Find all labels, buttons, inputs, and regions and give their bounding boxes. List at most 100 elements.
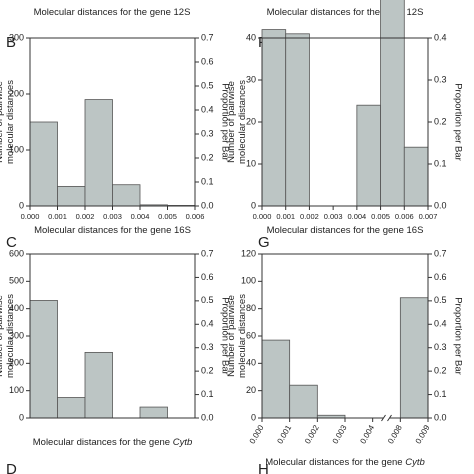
y2-tick-label: 0.1 — [201, 176, 214, 186]
y2-tick-label: 0.3 — [434, 342, 447, 352]
y-axis-label: Number of pairwisemolecular distances — [226, 294, 248, 378]
gene-name: 16S — [407, 225, 424, 236]
x-tick-label: 0.001 — [275, 423, 293, 445]
y-axis-label-line: Number of pairwise — [226, 295, 237, 377]
y-tick-label: 60 — [246, 330, 256, 340]
y-tick-label: 40 — [246, 358, 256, 368]
y2-tick-label: 0.5 — [434, 295, 447, 305]
y2-axis-label: Proportion per Bar — [452, 297, 463, 375]
y-axis-label-line: Number of pairwise — [0, 295, 5, 377]
x-tick-label: 0.003 — [324, 212, 343, 221]
y-tick-label: 100 — [241, 276, 256, 286]
x-axis-label-text: Molecular distances for the gene — [265, 457, 402, 468]
axis-break-mark — [381, 414, 386, 422]
x-tick-label: 0.004 — [131, 212, 150, 221]
histogram-bar — [139, 406, 168, 419]
y-axis-label: Number of pairwisemolecular distances — [226, 80, 248, 164]
y2-tick-label: 0.0 — [201, 200, 214, 210]
x-axis-label-text: Molecular distances for the gene — [34, 7, 171, 18]
y-tick-label: 200 — [9, 88, 24, 98]
x-tick-label: 0.001 — [276, 212, 295, 221]
y-tick-label: 300 — [9, 32, 24, 42]
y2-axis-label: Proportion per Bar — [452, 83, 463, 161]
y2-tick-label: 0.2 — [434, 366, 447, 376]
x-axis-label-text: Molecular distances for the gene — [267, 225, 404, 236]
y2-tick-label: 0.5 — [201, 80, 214, 90]
histogram-bar — [29, 300, 58, 419]
x-axis-label: Molecular distances for the gene Cytb — [265, 457, 425, 468]
panel-letter: G — [258, 234, 270, 251]
histogram-bar — [84, 351, 113, 419]
histogram-bar — [84, 99, 113, 207]
gene-name: 12S — [407, 7, 424, 18]
y2-tick-label: 0.1 — [434, 158, 447, 168]
x-tick-label: 0.004 — [358, 423, 376, 445]
y-axis-label-line: molecular distances — [237, 80, 248, 164]
panel-letter: H — [258, 461, 269, 474]
x-tick-label: 0.002 — [303, 423, 321, 445]
x-tick-label: 0.000 — [21, 212, 40, 221]
y2-tick-label: 0.2 — [434, 116, 447, 126]
y2-tick-label: 0.6 — [201, 56, 214, 66]
y2-tick-label: 0.6 — [201, 272, 214, 282]
y-tick-label: 30 — [246, 74, 256, 84]
x-axis-label: Molecular distances for the gene 12S — [34, 7, 191, 18]
y2-tick-label: 0.4 — [434, 32, 447, 42]
y2-tick-label: 0.3 — [201, 128, 214, 138]
y-tick-label: 100 — [9, 385, 24, 395]
histogram-bar — [403, 146, 429, 207]
y2-tick-label: 0.7 — [201, 32, 214, 42]
y-axis-label-line: Number of pairwise — [226, 81, 237, 163]
x-axis-label: Molecular distances for the gene 12S — [267, 7, 424, 18]
x-tick-label: 0.003 — [331, 423, 349, 445]
histogram-bar — [380, 0, 405, 207]
y2-tick-label: 0.2 — [201, 152, 214, 162]
x-tick-label: 0.005 — [158, 212, 177, 221]
y-tick-label: 0 — [251, 412, 256, 422]
y-tick-label: 0 — [251, 200, 256, 210]
gene-name: 16S — [174, 225, 191, 236]
axis-break-mark — [387, 414, 392, 422]
panel-letter: B — [6, 34, 16, 51]
y-tick-label: 120 — [241, 248, 256, 258]
y-axis-label-line: Number of pairwise — [0, 81, 5, 163]
y-tick-label: 300 — [9, 330, 24, 340]
y2-tick-label: 0.7 — [434, 248, 447, 258]
x-axis-label: Molecular distances for the gene 16S — [34, 225, 191, 236]
x-axis-label-text: Molecular distances for the gene — [34, 225, 171, 236]
x-axis-label-text: Molecular distances for the gene — [267, 7, 404, 18]
gene-name: Cytb — [405, 457, 425, 468]
histogram-bar — [285, 33, 310, 207]
y-axis-label-line: molecular distances — [5, 294, 16, 378]
x-axis-label-text: Molecular distances for the gene — [33, 437, 170, 448]
histogram-bar — [112, 184, 141, 207]
y2-tick-label: 0.1 — [434, 389, 447, 399]
y-tick-label: 10 — [246, 158, 256, 168]
y-tick-label: 100 — [9, 144, 24, 154]
y-tick-label: 500 — [9, 276, 24, 286]
x-tick-label: 0.005 — [371, 212, 390, 221]
x-tick-label: 0.008 — [386, 423, 404, 445]
y-tick-label: 200 — [9, 358, 24, 368]
panel-letter: C — [6, 234, 17, 251]
y-tick-label: 80 — [246, 303, 256, 313]
y-axis-label: Number of pairwisemolecular distances — [0, 80, 16, 164]
y2-axis-label: Proportion per Bar — [219, 83, 230, 161]
histogram-bar — [57, 397, 86, 419]
y2-tick-label: 0.6 — [434, 272, 447, 282]
x-tick-label: 0.006 — [186, 212, 205, 221]
x-tick-label: 0.001 — [48, 212, 67, 221]
y2-tick-label: 0.4 — [201, 104, 214, 114]
x-tick-label: 0.009 — [414, 423, 432, 445]
x-tick-label: 0.000 — [248, 423, 266, 445]
y2-tick-label: 0.7 — [201, 248, 214, 258]
y2-tick-label: 0.3 — [201, 342, 214, 352]
x-tick-label: 0.006 — [395, 212, 414, 221]
panel-letter: D — [6, 461, 17, 474]
y-axis-label: Number of pairwisemolecular distances — [0, 294, 16, 378]
y2-tick-label: 0.0 — [434, 200, 447, 210]
histogram-bar — [29, 121, 58, 207]
y-tick-label: 400 — [9, 303, 24, 313]
y2-tick-label: 0.4 — [434, 319, 447, 329]
